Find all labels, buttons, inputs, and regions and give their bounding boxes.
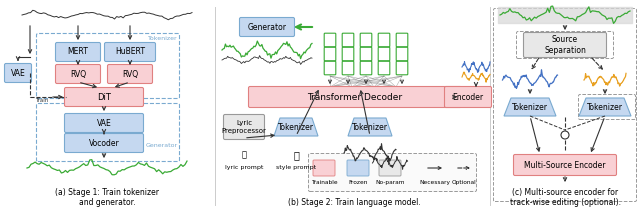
Text: Tokenizer: Tokenizer [512,103,548,112]
Text: Vocoder: Vocoder [88,138,120,147]
FancyBboxPatch shape [108,64,152,83]
Text: Lyric
Preprocessor: Lyric Preprocessor [221,120,266,134]
FancyBboxPatch shape [308,154,477,192]
Text: (b) Stage 2: Train language model.: (b) Stage 2: Train language model. [287,198,420,207]
Text: Multi-Source Encoder: Multi-Source Encoder [524,161,605,169]
Text: DiT: DiT [97,92,111,101]
FancyBboxPatch shape [313,160,335,176]
FancyBboxPatch shape [65,114,143,132]
FancyBboxPatch shape [248,86,461,108]
FancyBboxPatch shape [56,43,100,61]
FancyBboxPatch shape [4,63,31,83]
FancyBboxPatch shape [347,160,369,176]
Text: style prompt: style prompt [276,166,316,170]
Text: Generator: Generator [146,143,178,148]
FancyBboxPatch shape [223,115,264,140]
FancyBboxPatch shape [445,86,492,108]
FancyBboxPatch shape [379,160,401,176]
Text: VAE: VAE [97,118,111,127]
Text: lyric prompt: lyric prompt [225,166,263,170]
Text: (c) Multi-source encoder for
track-wise editing (optional).: (c) Multi-source encoder for track-wise … [509,188,621,207]
Text: VAE: VAE [11,69,26,77]
Polygon shape [504,98,556,116]
Text: (a) Stage 1: Train tokenizer
and generator.: (a) Stage 1: Train tokenizer and generat… [55,188,159,207]
Text: Tokenizer: Tokenizer [148,36,178,41]
Text: Generator: Generator [248,23,287,32]
FancyBboxPatch shape [239,17,294,37]
Text: No-param: No-param [375,180,404,185]
FancyBboxPatch shape [524,32,607,57]
FancyBboxPatch shape [513,155,616,175]
Text: Encoder: Encoder [452,92,484,101]
FancyBboxPatch shape [65,88,143,106]
Polygon shape [579,98,631,116]
Polygon shape [274,118,318,136]
Text: Tokenizer: Tokenizer [587,103,623,112]
FancyBboxPatch shape [104,43,156,61]
Text: Source
Separation: Source Separation [544,35,586,55]
Text: Tokenizer: Tokenizer [352,123,388,132]
Polygon shape [348,118,392,136]
Text: Optional: Optional [452,180,476,185]
Text: Necessary: Necessary [419,180,451,185]
Text: HuBERT: HuBERT [115,48,145,57]
Text: RVQ: RVQ [122,69,138,78]
Text: Train: Train [35,98,48,103]
Text: Trainable: Trainable [310,180,337,185]
Text: Frozen: Frozen [348,180,368,185]
Text: Transformer Decoder: Transformer Decoder [307,92,403,101]
FancyBboxPatch shape [65,134,143,152]
Text: 📄: 📄 [241,150,246,160]
Text: MERT: MERT [68,48,88,57]
Text: RVQ: RVQ [70,69,86,78]
FancyBboxPatch shape [56,64,100,83]
Text: Tokenizer: Tokenizer [278,123,314,132]
Text: 🎧: 🎧 [293,150,299,160]
